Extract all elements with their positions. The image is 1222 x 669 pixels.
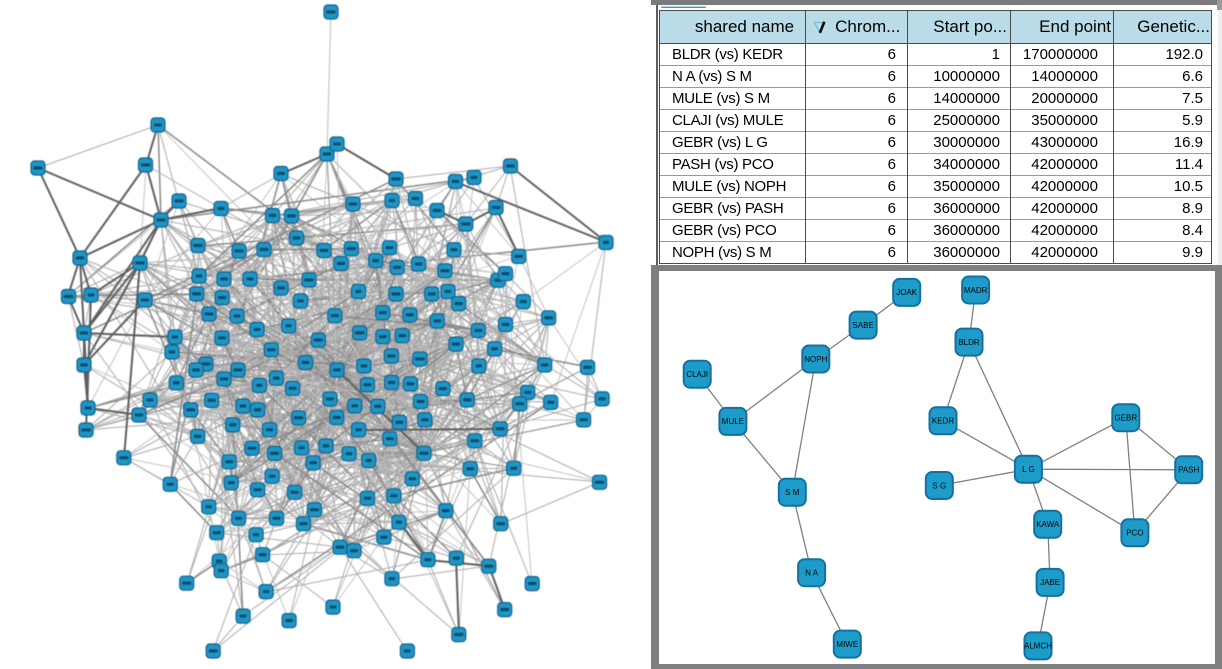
svg-text:CLAJI: CLAJI <box>686 370 708 379</box>
svg-text:JABE: JABE <box>1040 578 1060 587</box>
svg-text:GEBR: GEBR <box>1114 414 1137 423</box>
svg-text:SABE: SABE <box>852 321 873 330</box>
svg-text:PCO: PCO <box>1126 529 1143 538</box>
svg-text:NOPH: NOPH <box>804 355 827 364</box>
svg-text:BLDR: BLDR <box>958 338 980 347</box>
svg-text:ALMCH: ALMCH <box>1024 642 1052 651</box>
svg-text:S G: S G <box>932 481 946 490</box>
svg-text:KEDR: KEDR <box>932 417 954 426</box>
svg-text:PASH: PASH <box>1178 466 1199 475</box>
svg-text:MULE: MULE <box>722 417 744 426</box>
svg-text:N A: N A <box>805 569 819 578</box>
svg-text:L G: L G <box>1022 465 1035 474</box>
svg-text:KAWA: KAWA <box>1036 520 1060 529</box>
svg-text:MIWE: MIWE <box>836 640 858 649</box>
svg-text:MADR: MADR <box>964 286 988 295</box>
svg-text:JOAK: JOAK <box>896 288 918 297</box>
svg-text:S M: S M <box>785 488 800 497</box>
